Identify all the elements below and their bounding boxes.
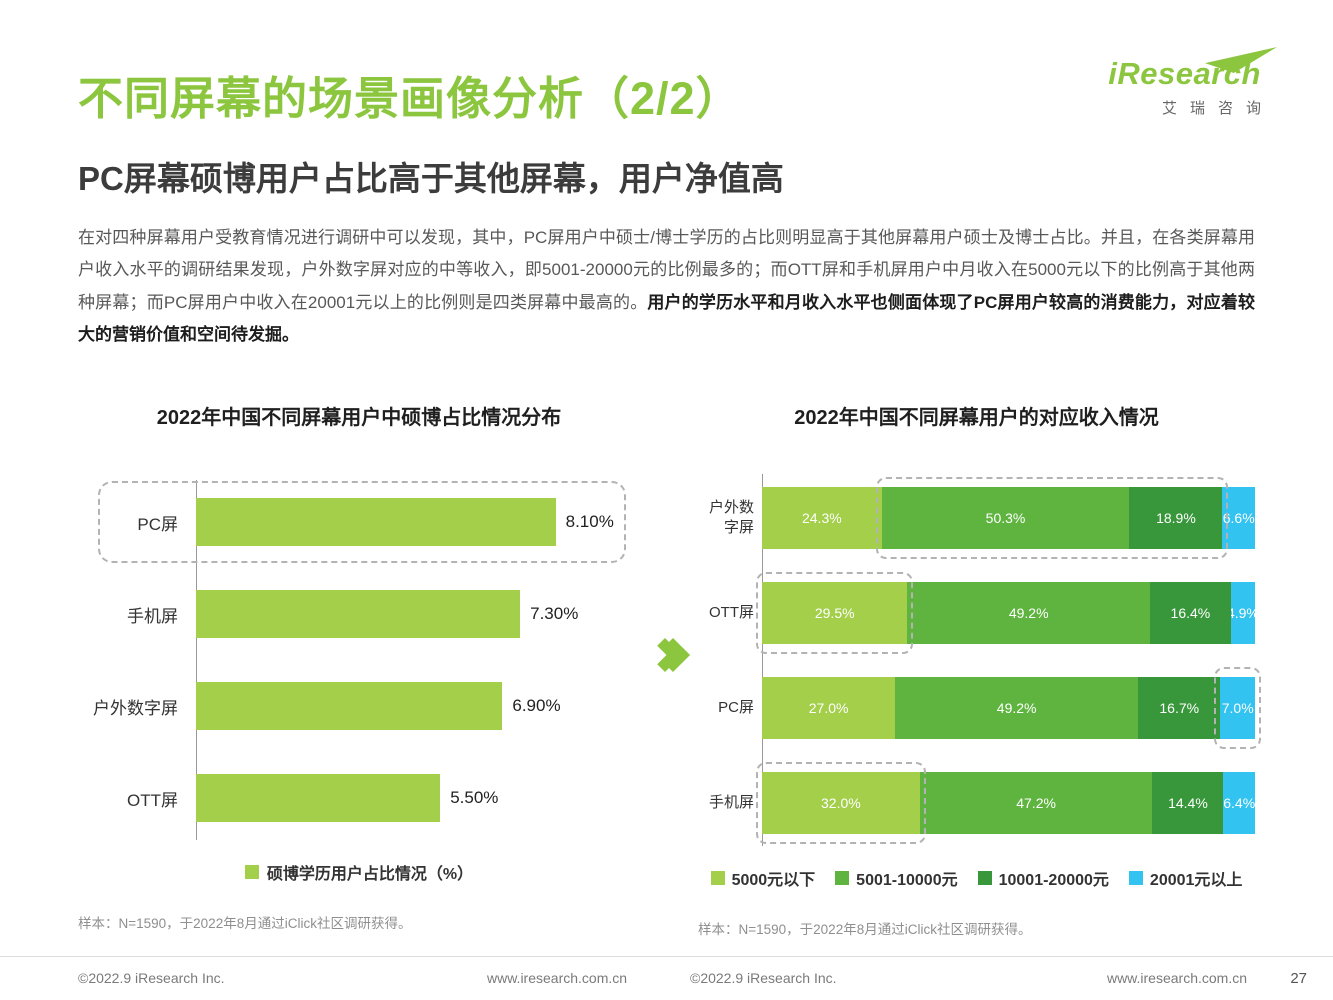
bar-segment: 7.0% — [1220, 676, 1255, 739]
bar-segment: 6.6% — [1222, 486, 1255, 549]
bar — [196, 590, 521, 639]
edu-bar-row: 手机屏 7.30% — [78, 568, 640, 660]
bar-segment: 47.2% — [919, 771, 1153, 834]
footer-copyright-right: ©2022.9 iResearch Inc. — [690, 970, 837, 986]
bar-segment: 50.3% — [881, 486, 1130, 549]
edu-chart-note: 样本：N=1590，于2022年8月通过iClick社区调研获得。 — [78, 916, 412, 932]
footer-copyright-left: ©2022.9 iResearch Inc. — [78, 970, 225, 986]
category-label: 手机屏 — [127, 606, 178, 626]
value-label: 6.90% — [512, 696, 561, 716]
bar-track: 7.30% — [196, 590, 640, 639]
category-label: 户外数字屏 — [93, 698, 178, 718]
footer-website-left: www.iresearch.com.cn — [487, 970, 628, 986]
category-label: PC屏 — [718, 698, 754, 716]
legend-swatch — [977, 871, 992, 886]
edu-chart: 2022年中国不同屏幕用户中硕博占比情况分布 PC屏 8.10% 手机屏 7.30% 户… — [78, 401, 640, 938]
bar-segment: 49.2% — [907, 581, 1150, 644]
stacked-bar: 27.0% 49.2% 16.7% 7.0% — [762, 666, 1261, 749]
stacked-bar: 32.0% 47.2% 14.4% 6.4% — [756, 761, 1255, 844]
body-text-normal: 在对四种屏幕用户受教育情况进行调研中可以发现，其中，PC屏用户中硕士/博士学历的… — [78, 228, 1255, 312]
bar-segment: 32.0% — [762, 771, 920, 834]
income-bar-row: PC屏 27.0% 49.2% 16.7% 7.0% — [698, 660, 1261, 755]
bar-segment: 49.2% — [895, 676, 1139, 739]
edu-chart-rows: PC屏 8.10% 手机屏 7.30% 户外数字屏 6.90% OTT屏 5.50% — [78, 476, 640, 844]
legend-label: 5001-10000元 — [856, 872, 958, 890]
edu-chart-legend: 硕博学历用户占比情况（%） — [78, 860, 640, 884]
category-label: OTT屏 — [127, 790, 178, 810]
legend-item: 5001-10000元 — [835, 866, 958, 890]
legend-swatch — [710, 871, 725, 886]
legend-label: 20001元以上 — [1149, 872, 1243, 890]
value-label: 8.10% — [565, 512, 614, 532]
page-footer: ©2022.9 iResearch Inc. www.iresearch.com… — [0, 956, 1333, 1000]
iresearch-logo: iResearch 艾瑞咨询 — [1108, 47, 1277, 118]
category-label: 户外数 字屏 — [708, 499, 754, 536]
bar-segment: 16.7% — [1138, 676, 1221, 739]
page-title: 不同屏幕的场景画像分析（2/2） — [78, 73, 742, 124]
bar — [196, 774, 441, 823]
double-chevron-icon — [640, 638, 698, 938]
income-bar-row: 户外数 字屏 24.3% 50.3% 18.9% 6.6% — [698, 470, 1255, 565]
income-chart-legend: 5000元以下 5001-10000元 10001-20000元 20001元以上 — [698, 866, 1255, 890]
bar-track: 6.90% — [196, 682, 640, 731]
category-label: PC屏 — [137, 514, 178, 534]
logo-chinese-name: 艾瑞咨询 — [1161, 100, 1274, 117]
edu-bar-row: 户外数字屏 6.90% — [78, 660, 640, 752]
edu-bar-row: OTT屏 5.50% — [78, 752, 640, 844]
legend-item: 10001-20000元 — [977, 866, 1109, 890]
bar-segment: 27.0% — [762, 676, 896, 739]
legend-label: 5000元以下 — [731, 872, 816, 890]
bar — [196, 498, 556, 547]
bar-segment: 29.5% — [762, 581, 908, 644]
category-label: 手机屏 — [708, 793, 754, 811]
bar-segment: 4.9% — [1230, 581, 1255, 644]
income-chart: 2022年中国不同屏幕用户的对应收入情况 户外数 字屏 24.3% 50.3% 18.… — [698, 401, 1261, 938]
bar-segment: 14.4% — [1152, 771, 1224, 834]
body-text-bold: 用户的学历水平和月收入水平也侧面体现了PC屏用户较高的消费能力，对应着较大的营销… — [78, 292, 1255, 344]
value-label: 5.50% — [450, 788, 499, 808]
charts-section: 2022年中国不同屏幕用户中硕博占比情况分布 PC屏 8.10% 手机屏 7.30% 户… — [78, 401, 1261, 938]
footer-website-right: www.iresearch.com.cn — [1106, 970, 1247, 986]
bar — [196, 682, 503, 731]
legend-item: 5000元以下 — [710, 866, 816, 890]
income-bar-row: 手机屏 32.0% 47.2% 14.4% 6.4% — [698, 755, 1255, 850]
category-label: OTT屏 — [709, 603, 754, 621]
edu-legend-swatch — [244, 865, 259, 880]
bar-track: 5.50% — [196, 774, 640, 823]
bar-segment: 6.4% — [1223, 771, 1255, 834]
bar-segment: 24.3% — [762, 486, 882, 549]
income-chart-rows: 户外数 字屏 24.3% 50.3% 18.9% 6.6% OTT屏 29.5% 49.2% 1… — [698, 470, 1261, 850]
edu-legend-label: 硕博学历用户占比情况（%） — [266, 866, 474, 884]
page-number: 27 — [1290, 970, 1307, 987]
edu-bar-row: PC屏 8.10% — [78, 476, 640, 568]
bar-segment: 18.9% — [1129, 486, 1223, 549]
edu-chart-title: 2022年中国不同屏幕用户中硕博占比情况分布 — [156, 407, 562, 430]
value-label: 7.30% — [530, 604, 579, 624]
income-chart-title: 2022年中国不同屏幕用户的对应收入情况 — [794, 407, 1159, 430]
stacked-bar: 29.5%49.2%16.4%4.9% — [756, 571, 1255, 654]
page-subtitle: PC屏幕硕博用户占比高于其他屏幕，用户净值高 — [78, 160, 784, 197]
body-paragraph: 在对四种屏幕用户受教育情况进行调研中可以发现，其中，PC屏用户中硕士/博士学历的… — [78, 222, 1255, 351]
stacked-bar: 24.3% 50.3% 18.9% 6.6% — [762, 476, 1255, 559]
legend-swatch — [835, 871, 850, 886]
bar-segment: 16.4% — [1149, 581, 1231, 644]
bar-track: 8.10% — [196, 498, 640, 547]
income-chart-note: 样本：N=1590，于2022年8月通过iClick社区调研获得。 — [698, 922, 1032, 938]
legend-item: 20001元以上 — [1128, 866, 1243, 890]
legend-label: 10001-20000元 — [998, 872, 1109, 890]
legend-swatch — [1128, 871, 1143, 886]
